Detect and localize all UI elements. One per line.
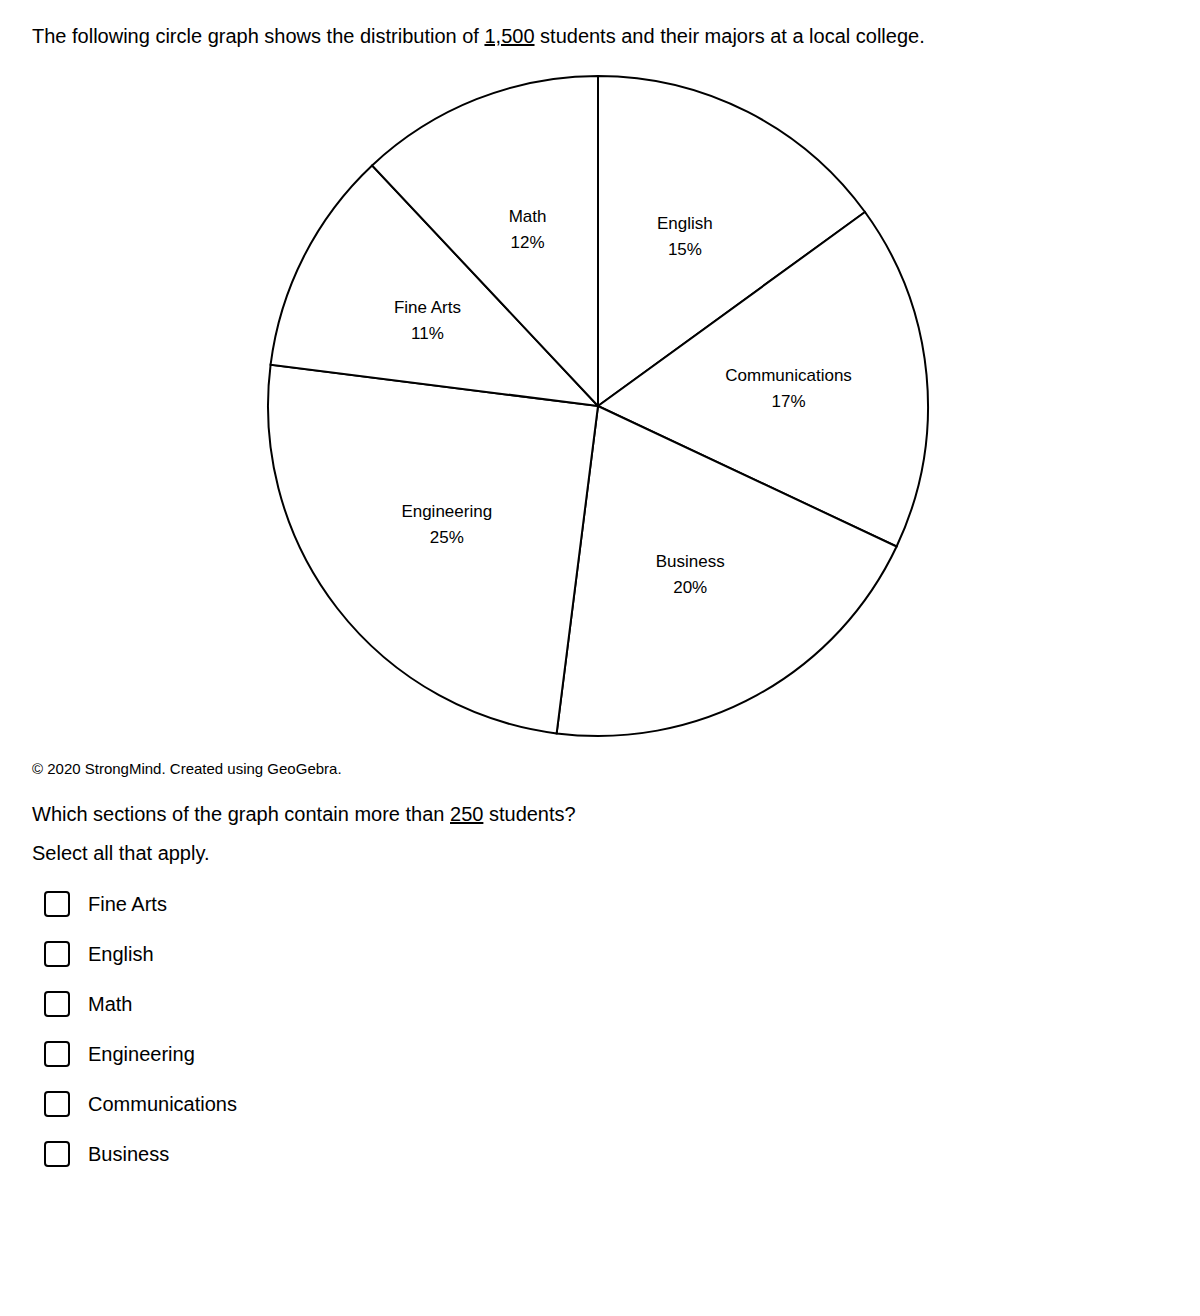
svg-text:15%: 15% xyxy=(668,240,702,259)
svg-text:English: English xyxy=(657,214,713,233)
svg-text:20%: 20% xyxy=(673,578,707,597)
html-text:Which sections of the graph co: Which sections of the graph contain more… xyxy=(32,803,576,825)
svg-text:25%: 25% xyxy=(430,528,464,547)
svg-text:Math: Math xyxy=(509,207,547,226)
html-text:The following circle graph sho: The following circle graph shows the dis… xyxy=(32,25,925,47)
html-text:Communications: Communications xyxy=(88,1092,237,1115)
html-text:Fine Arts: Fine Arts xyxy=(88,892,167,915)
svg-text:Business: Business xyxy=(656,552,725,571)
html-text:Engineering: Engineering xyxy=(88,1042,195,1065)
html-text:Math: Math xyxy=(88,992,133,1015)
svg-text:11%: 11% xyxy=(411,324,444,343)
html-text:Business: Business xyxy=(88,1142,170,1165)
svg-text:12%: 12% xyxy=(511,233,545,252)
svg-text:17%: 17% xyxy=(772,392,806,411)
html-text:© 2020 StrongMind. Created usi: © 2020 StrongMind. Created using GeoGebr… xyxy=(32,760,342,777)
html-text:English: English xyxy=(88,942,154,965)
html-text:Select all that apply.: Select all that apply. xyxy=(32,842,210,864)
svg-text:Fine Arts: Fine Arts xyxy=(394,298,461,317)
svg-text:Communications: Communications xyxy=(725,366,852,385)
svg-text:Engineering: Engineering xyxy=(401,502,492,521)
